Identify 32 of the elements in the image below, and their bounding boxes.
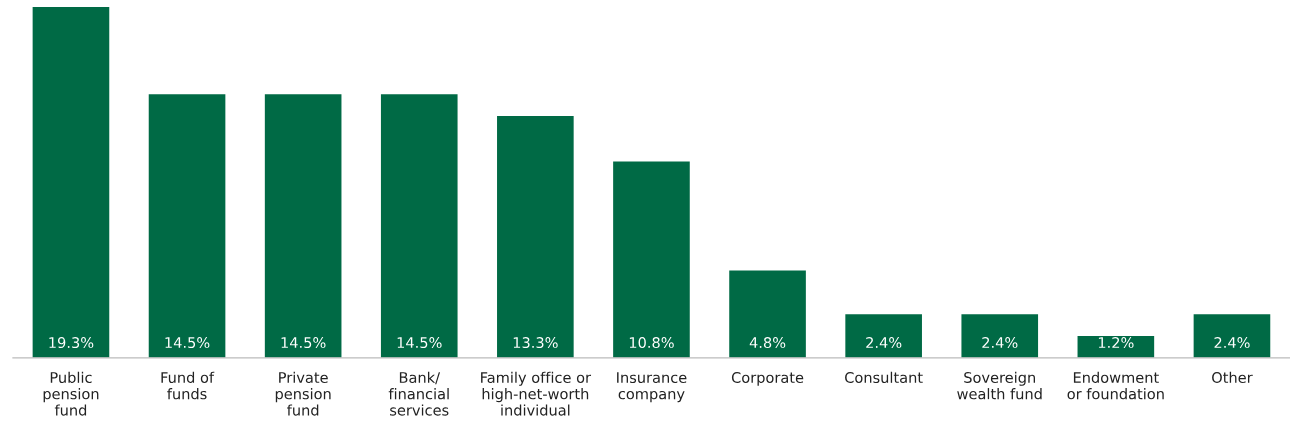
bar (961, 314, 1039, 358)
x-tick-label: Corporate (731, 371, 804, 386)
bar (380, 94, 458, 358)
x-tick-label: Other (1212, 371, 1253, 384)
x-tick-label: Endowment or foundation (1067, 371, 1164, 400)
x-tick-label: Sovereign wealth fund (957, 371, 1042, 400)
bar (32, 7, 110, 358)
x-tick-label: Insurance company (617, 372, 687, 403)
x-tick-label: Public pension fund (43, 371, 99, 416)
data-label: 4.8% (749, 337, 786, 349)
x-tick-label: Fund of funds (161, 371, 215, 400)
x-tick-label: Private pension fund (275, 371, 331, 416)
x-tick-label: Family office or high-net-worth individual (481, 371, 592, 416)
bar (148, 94, 226, 358)
bar (497, 116, 574, 358)
bar (1193, 314, 1271, 358)
data-label: 14.5% (165, 337, 210, 349)
x-tick-label: Bank/ financial services (388, 371, 449, 416)
bar (845, 314, 922, 358)
x-tick-label: Consultant (845, 371, 923, 384)
data-label: 14.5% (397, 337, 442, 349)
data-label: 2.4% (866, 337, 902, 349)
bar (264, 94, 342, 358)
data-label: 13.3% (513, 337, 558, 349)
data-label: 10.8% (629, 337, 674, 349)
bar (613, 161, 690, 358)
data-label: 2.4% (1214, 337, 1250, 349)
bar (729, 270, 806, 358)
data-label: 1.2% (1098, 337, 1134, 349)
data-label: 2.4% (982, 337, 1018, 349)
data-label: 14.5% (281, 337, 326, 349)
data-label: 19.3% (49, 337, 94, 349)
